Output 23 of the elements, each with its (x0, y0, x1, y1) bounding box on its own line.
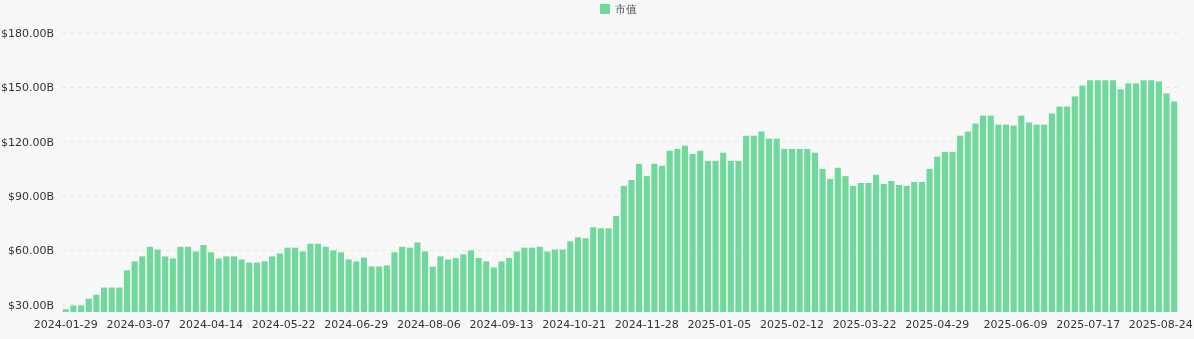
y-tick-label: $90.00B (7, 190, 54, 204)
legend-label: 市值 (615, 3, 637, 16)
x-tick-label: 2025-04-29 (905, 318, 970, 331)
x-tick-label: 2025-03-22 (832, 318, 897, 331)
x-tick-label: 2024-04-14 (179, 318, 244, 331)
x-tick-label: 2024-05-22 (251, 318, 316, 331)
x-tick-label: 2024-11-28 (614, 318, 679, 331)
y-tick-label: $60.00B (7, 244, 54, 258)
x-tick-label: 2024-06-29 (324, 318, 389, 331)
y-tick-label: $180.00B (0, 27, 54, 40)
y-tick-label: $30.00B (7, 298, 54, 312)
x-tick-label: 2024-08-06 (396, 318, 461, 331)
x-tick-label: 2025-07-17 (1056, 318, 1121, 331)
x-tick-label: 2024-09-13 (469, 318, 534, 331)
x-tick-label: 2025-01-05 (687, 318, 752, 331)
y-tick-label: $120.00B (0, 135, 54, 149)
y-tick-label: $150.00B (0, 81, 54, 95)
x-tick-label: 2024-03-07 (106, 318, 171, 331)
x-tick-label: 2025-06-09 (983, 318, 1048, 331)
x-tick-label: 2025-08-24 (1128, 318, 1193, 331)
x-tick-label: 2025-02-12 (760, 318, 824, 331)
x-tick-label: 2024-01-29 (33, 318, 98, 331)
x-tick-label: 2024-10-21 (542, 318, 607, 331)
